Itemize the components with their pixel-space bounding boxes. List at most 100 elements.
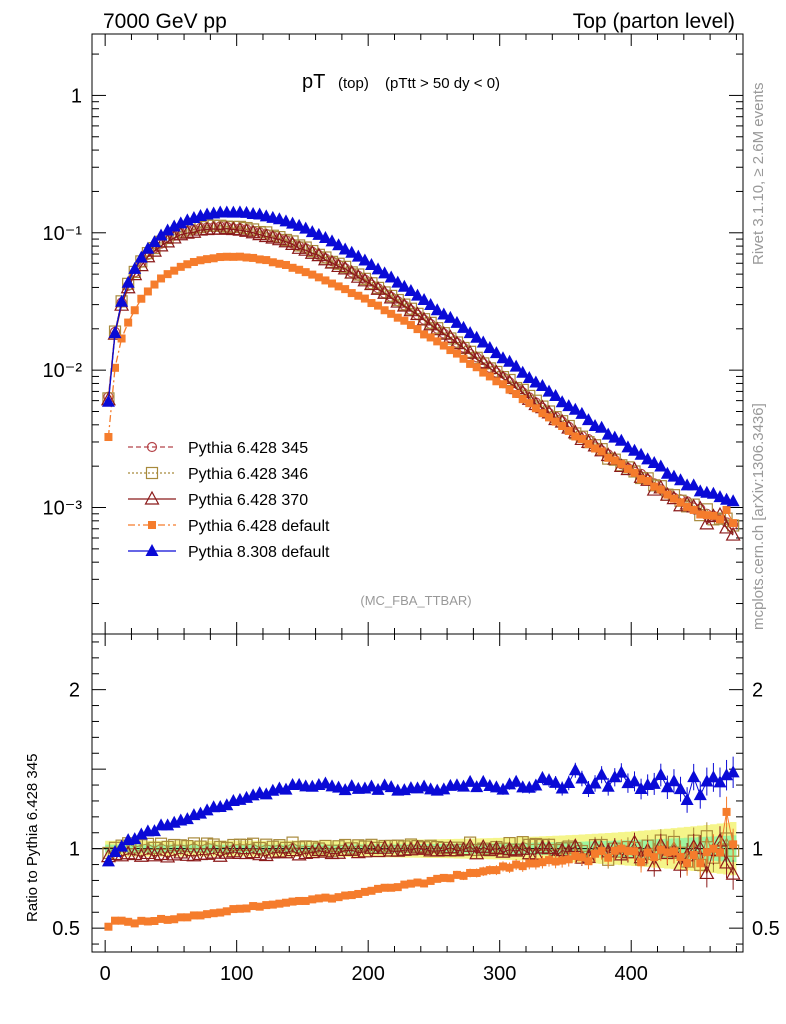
ratio-point [281,898,290,907]
ratio-point [674,782,688,795]
data-point [654,459,668,472]
process-label: Top (parton level) [573,10,735,33]
data-point [130,306,139,315]
ratio-point [331,845,347,859]
ratio-point [150,916,159,925]
data-point [545,413,554,422]
data-point [318,230,332,243]
data-point [317,251,333,266]
data-point [170,266,179,275]
ratio-point [334,893,343,902]
data-point [689,505,698,514]
data-point [650,482,659,491]
ratio-point [581,782,595,795]
ratio-point [328,894,337,903]
data-point [496,351,510,364]
data-point [676,498,685,507]
ratio-point [564,855,573,864]
data-point [630,468,639,477]
ratio-point [393,883,402,892]
data-point [483,340,497,353]
ratio-point [341,891,350,900]
data-point [699,515,715,530]
ratio-point [285,842,301,857]
data-point [456,339,472,354]
ratio-point [133,848,149,862]
series-pythia-6-428-default [104,252,738,528]
data-point [128,261,142,274]
data-point [325,234,339,247]
y-tick-label: 1 [71,85,82,107]
ratio-point [344,841,360,856]
y-tick-label: 10⁻² [43,360,83,382]
ratio-point [127,846,143,861]
axes: 0 100 200 300 400 1 10⁻¹ 10⁻² 10⁻³ 0.5 0.5 1 1 2 2 [43,34,780,985]
ratio-point [623,847,632,856]
ratio-point [706,770,720,783]
ratio-point [650,853,659,862]
ratio-point [725,865,741,880]
data-point [176,262,185,271]
data-point [367,299,376,308]
data-point [621,440,635,453]
ratio-point [498,862,507,871]
legend-label: Pythia 6.428 370 [188,492,308,509]
ratio-point [163,915,172,924]
ratio-point [667,774,681,787]
data-point [446,346,455,355]
source-label: mcplots.cern.ch [arXiv:1306.3436] [750,403,767,630]
data-point [404,283,418,296]
ratio-point [233,838,247,851]
ratio-point [637,858,646,867]
ratio-point [702,848,711,857]
data-point [209,254,218,263]
ratio-point [147,824,161,837]
ratio-point [660,780,674,793]
data-point [337,260,353,275]
data-point [610,456,619,465]
data-point [121,275,135,288]
data-point [252,226,268,241]
ratio-axis-title: Ratio to Pythia 6.428 345 [24,754,41,922]
data-point [429,321,445,336]
ratio-point [317,843,333,858]
data-point [134,250,148,263]
data-point [268,258,277,267]
ratio-series-pythia-8-308-default [101,756,740,867]
ratio-point [719,854,735,869]
energy-label: 7000 GeV pp [103,10,227,33]
data-point [597,447,606,456]
data-point [417,293,431,306]
ratio-point [168,838,181,852]
ratio-point [628,774,641,787]
ratio-point [259,787,273,800]
ratio-point [669,847,678,856]
data-point [562,399,576,412]
ratio-point [700,774,714,787]
ratio-point [588,776,602,789]
legend-label: Pythia 8.308 default [188,544,330,561]
data-point [338,242,352,255]
data-point [674,473,688,486]
ratio-point [170,915,179,924]
ratio-point [726,765,740,778]
data-point [160,233,176,248]
data-point [141,241,155,254]
data-point [439,341,448,350]
ratio-point [488,840,504,855]
title-cut: (pTtt > 50 dy < 0) [385,75,500,92]
ratio-point [200,803,214,816]
ratio-series-pythia-6-428-default [104,796,738,931]
data-point [709,511,718,520]
ratio-point [466,868,475,877]
series-line [107,227,734,536]
ratio-point [457,779,471,792]
ratio-point [176,913,185,922]
ratio-point [729,840,738,849]
main-series-layer [100,205,741,541]
x-tick-label: 0 [100,963,111,985]
legend-marker [145,466,159,480]
data-point [472,363,481,372]
ratio-point [617,844,626,853]
data-point [150,280,159,289]
